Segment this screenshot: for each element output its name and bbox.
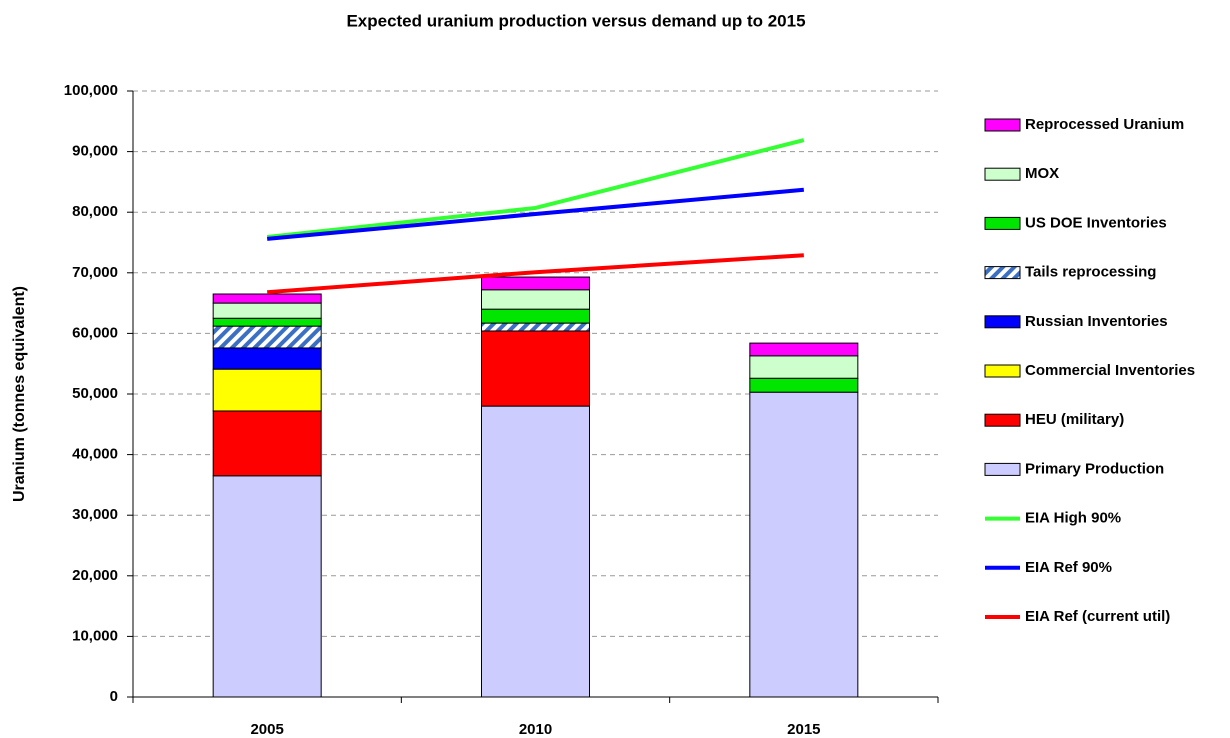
- line-series: [266, 187, 805, 241]
- legend-swatch: [984, 315, 1021, 329]
- bar-segment: [749, 377, 859, 393]
- legend-label: Tails reprocessing: [1025, 264, 1156, 281]
- legend-swatch: [984, 462, 1021, 476]
- y-tick-label: 30,000: [72, 506, 118, 523]
- line-series: [267, 253, 804, 295]
- bar-segment: [212, 325, 322, 349]
- chart-title: Expected uranium production versus deman…: [346, 11, 805, 30]
- legend-swatch: [984, 216, 1021, 230]
- legend-label: MOX: [1025, 165, 1059, 182]
- legend-swatch: [984, 266, 1021, 280]
- y-tick-label: 50,000: [72, 385, 118, 402]
- y-tick-label: 40,000: [72, 446, 118, 463]
- legend-label: HEU (military): [1025, 411, 1124, 428]
- legend-label: EIA High 90%: [1025, 510, 1121, 527]
- y-tick-label: 20,000: [72, 567, 118, 584]
- legend-swatch: [984, 118, 1021, 132]
- y-tick-label: 10,000: [72, 627, 118, 644]
- bar-segment: [212, 368, 322, 412]
- bar-segment: [481, 322, 590, 332]
- bar-segment: [481, 308, 590, 324]
- line-series: [266, 138, 805, 240]
- y-tick-label: 100,000: [64, 82, 118, 99]
- bar-segment: [212, 317, 322, 327]
- bar-segment: [212, 475, 322, 698]
- bar-segment: [481, 289, 590, 310]
- legend-label: Reprocessed Uranium: [1025, 116, 1184, 133]
- x-tick-label: 2010: [519, 721, 552, 738]
- legend-swatch: [984, 167, 1021, 181]
- legend-label: US DOE Inventories: [1025, 214, 1167, 231]
- y-tick-label: 80,000: [72, 203, 118, 220]
- legend-label: Primary Production: [1025, 460, 1164, 477]
- y-tick-label: 60,000: [72, 324, 118, 341]
- bar-segment: [212, 293, 322, 304]
- x-tick-label: 2005: [250, 721, 283, 738]
- legend-label: Commercial Inventories: [1025, 362, 1195, 379]
- legend-label: EIA Ref 90%: [1025, 559, 1112, 576]
- bar-segment: [481, 330, 590, 407]
- legend-swatch: [984, 413, 1021, 427]
- bar-segment: [481, 405, 590, 698]
- bar-segment: [749, 342, 859, 357]
- bar-segment: [212, 410, 322, 477]
- y-tick-label: 70,000: [72, 264, 118, 281]
- bar-segment: [749, 391, 859, 698]
- legend-label: EIA Ref (current util): [1025, 608, 1170, 625]
- bar-segment: [212, 347, 322, 370]
- legend-label: Russian Inventories: [1025, 313, 1168, 330]
- legend-swatch: [984, 364, 1021, 378]
- y-tick-label: 0: [110, 688, 118, 705]
- bar-segment: [481, 276, 590, 291]
- y-axis-label: Uranium (tonnes equivalent): [11, 286, 28, 502]
- bar-segment: [749, 355, 859, 379]
- x-tick-label: 2015: [787, 721, 820, 738]
- y-tick-label: 90,000: [72, 143, 118, 160]
- bar-segment: [212, 302, 322, 319]
